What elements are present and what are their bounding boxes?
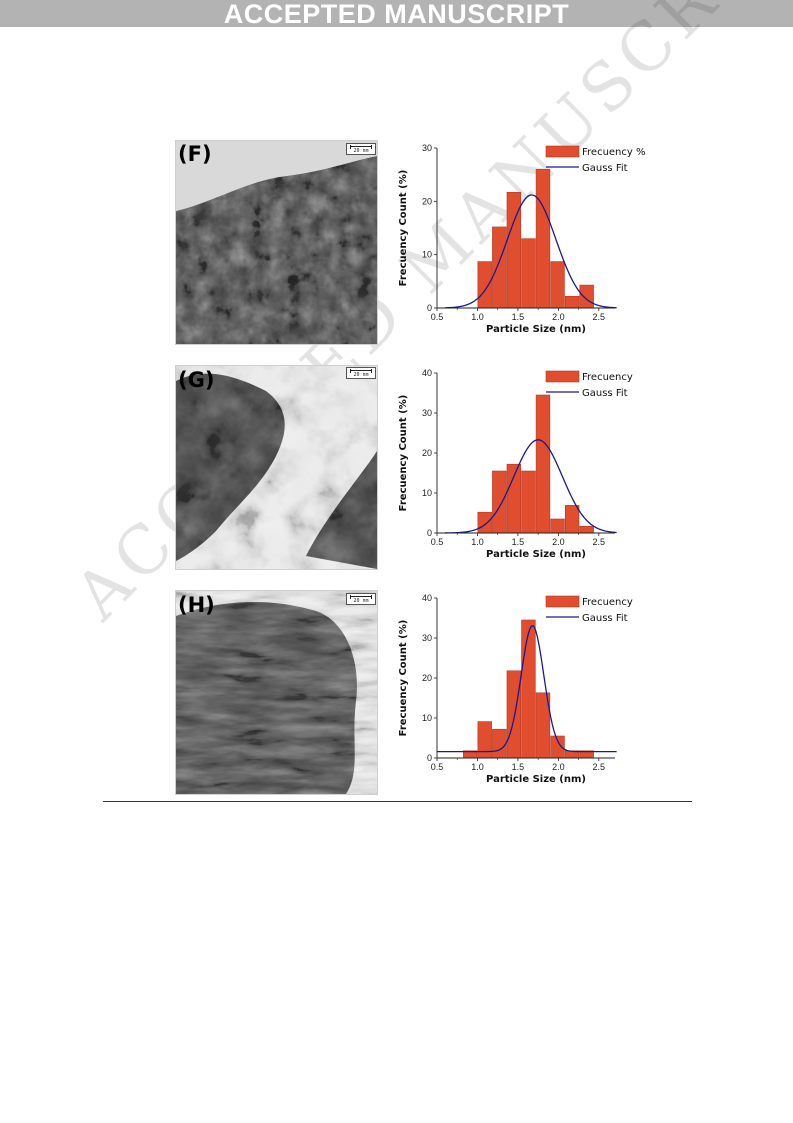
y-tick-label: 30 [422, 143, 432, 153]
y-tick-label: 30 [422, 408, 432, 418]
histogram-bar [521, 470, 536, 534]
y-tick-label: 40 [422, 368, 432, 378]
x-axis-title: Particle Size (nm) [486, 774, 586, 785]
panel-label-h: (H) [178, 593, 215, 617]
histogram-bar [535, 394, 551, 534]
panel-label-g: (G) [178, 368, 215, 392]
y-axis-title: Frecuency Count (%) [398, 170, 409, 287]
histogram-svg: 0.5 1.0 1.5 2.0 2.5 0 10 20 30 40 Particle Size (n… [398, 593, 633, 785]
x-tick-label: 0.5 [431, 312, 444, 322]
x-tick-label: 2.0 [552, 762, 565, 772]
tem-texture [176, 141, 377, 344]
histogram-bar [564, 505, 580, 534]
histogram-bar [506, 463, 522, 534]
tem-image-f [175, 140, 378, 345]
gauss-fit-line [445, 194, 617, 309]
histogram-bar [506, 670, 522, 759]
legend-bar-swatch [545, 370, 580, 383]
scale-bar-f: 20 nm [346, 143, 376, 155]
x-tick-label: 1.0 [471, 537, 484, 547]
histogram-bar [579, 284, 594, 309]
x-tick-label: 2.0 [552, 312, 565, 322]
x-tick-label: 2.5 [593, 312, 606, 322]
gauss-fit-line [437, 624, 617, 753]
y-tick-label: 10 [422, 488, 432, 498]
x-axis-title: Particle Size (nm) [486, 549, 586, 560]
x-tick-label: 1.0 [471, 312, 484, 322]
legend-line-label: Gauss Fit [582, 388, 628, 399]
y-tick-label: 30 [422, 633, 432, 643]
histogram-bar [521, 619, 536, 759]
histogram-bar [492, 728, 507, 759]
legend-bar-label: Frecuency [582, 597, 633, 608]
x-tick-label: 2.0 [552, 537, 565, 547]
y-tick-label: 0 [427, 753, 432, 763]
histogram-bar [550, 261, 565, 309]
histogram-bar [492, 470, 507, 534]
scale-bar-label: 20 nm [353, 148, 369, 154]
panel-label-f: (F) [178, 142, 212, 166]
scale-bar-label: 20 nm [353, 598, 369, 604]
histogram-f: 0.5 1.0 1.5 2.0 2.5 0 10 20 30 Particle Size (nm)… [390, 140, 646, 350]
legend-bar-label: Frecuency [582, 372, 633, 383]
y-tick-label: 0 [427, 303, 432, 313]
banner-text: ACCEPTED MANUSCRIPT [223, 0, 570, 29]
histogram-g: 0.5 1.0 1.5 2.0 2.5 0 10 20 30 40 Particle Size (n… [390, 365, 633, 575]
scale-bar-g: 20 nm [346, 367, 376, 379]
y-tick-label: 0 [427, 528, 432, 538]
x-tick-label: 1.5 [512, 762, 525, 772]
tem-image-g [175, 365, 378, 570]
legend-line-label: Gauss Fit [582, 163, 628, 174]
histogram-bar [521, 238, 536, 309]
manuscript-banner: ACCEPTED MANUSCRIPT [0, 0, 793, 29]
footnote-rule [103, 801, 692, 802]
histogram-bar [477, 721, 492, 759]
y-axis-title: Frecuency Count (%) [398, 620, 409, 737]
y-axis-title: Frecuency Count (%) [398, 395, 409, 512]
legend-bar-swatch [545, 145, 580, 158]
histogram-h: 0.5 1.0 1.5 2.0 2.5 0 10 20 30 40 Particle Size (n… [390, 590, 633, 800]
legend-line-label: Gauss Fit [582, 613, 628, 624]
histogram-bar [550, 518, 565, 534]
x-tick-label: 2.5 [593, 762, 606, 772]
histogram-bar [477, 511, 492, 534]
y-tick-label: 10 [422, 250, 432, 260]
legend-bar-label: Frecuency % [582, 147, 646, 158]
histogram-bar [579, 525, 594, 534]
histogram-svg: 0.5 1.0 1.5 2.0 2.5 0 10 20 30 Particle Size (nm)… [398, 143, 646, 335]
histogram-bar [535, 169, 551, 309]
histogram-bar [564, 295, 580, 309]
y-tick-label: 20 [422, 196, 432, 206]
histogram-bar [492, 226, 507, 309]
scale-bar-h: 20 nm [346, 593, 376, 605]
tem-texture [176, 366, 377, 569]
legend: Frecuency % Gauss Fit [545, 145, 646, 174]
y-tick-label: 20 [422, 448, 432, 458]
y-tick-label: 10 [422, 713, 432, 723]
histogram-svg: 0.5 1.0 1.5 2.0 2.5 0 10 20 30 40 Particle Size (n… [398, 368, 633, 560]
x-tick-label: 2.5 [593, 537, 606, 547]
x-axis-title: Particle Size (nm) [486, 324, 586, 335]
tem-image-h [175, 590, 378, 795]
x-tick-label: 1.5 [512, 537, 525, 547]
x-tick-label: 1.5 [512, 312, 525, 322]
y-tick-label: 40 [422, 593, 432, 603]
legend: Frecuency Gauss Fit [545, 595, 633, 624]
tem-texture [176, 591, 377, 794]
x-tick-label: 0.5 [431, 762, 444, 772]
histogram-bar [477, 261, 492, 309]
legend-bar-swatch [545, 595, 580, 608]
gauss-fit-line [445, 439, 617, 534]
scale-bar-label: 20 nm [353, 372, 369, 378]
x-tick-label: 0.5 [431, 537, 444, 547]
legend: Frecuency Gauss Fit [545, 370, 633, 399]
x-tick-label: 1.0 [471, 762, 484, 772]
y-tick-label: 20 [422, 673, 432, 683]
